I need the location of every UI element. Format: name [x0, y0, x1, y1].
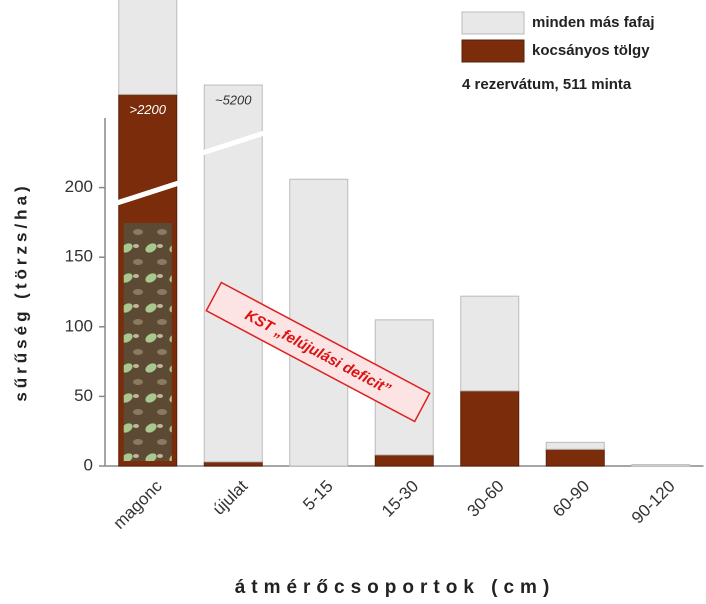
bar-segment	[289, 178, 349, 467]
bar-segment	[460, 390, 520, 467]
x-tick-label: 15-30	[378, 477, 422, 521]
x-tick-label: magonc	[110, 476, 167, 533]
bar-segment	[118, 0, 178, 95]
x-tick-label: 90-120	[628, 477, 679, 528]
y-axis-title: sűrűség (törzs/ha)	[11, 182, 30, 401]
bar-segment	[460, 295, 520, 392]
value-label: >2200	[129, 102, 166, 117]
axis-break	[115, 180, 180, 206]
legend-label: kocsányos tölgy	[532, 42, 650, 59]
y-tick-label: 200	[65, 177, 93, 196]
y-tick-label: 100	[65, 316, 93, 335]
x-tick-label: 60-90	[549, 477, 593, 521]
bar-segment	[545, 448, 605, 467]
value-label: ~5200	[215, 92, 252, 107]
y-tick-label: 50	[74, 386, 93, 405]
x-tick-label: újulat	[209, 476, 251, 518]
legend-swatch	[461, 39, 525, 63]
x-tick-label: 30-60	[464, 477, 508, 521]
y-tick-label: 0	[84, 455, 93, 474]
bar-segment	[631, 464, 691, 467]
axis-break	[201, 130, 266, 156]
bar-segment	[374, 454, 434, 467]
annotation-box	[205, 281, 431, 423]
legend-label: minden más fafaj	[532, 14, 655, 31]
x-tick-label: 5-15	[299, 477, 336, 514]
bar-segment	[203, 461, 263, 467]
photo	[123, 223, 172, 461]
note: 4 rezervátum, 511 minta	[462, 76, 632, 93]
legend-swatch	[461, 11, 525, 35]
x-axis-title: átmérőcsoportok (cm)	[235, 577, 556, 598]
bar-segment	[545, 441, 605, 450]
y-tick-label: 150	[65, 247, 93, 266]
